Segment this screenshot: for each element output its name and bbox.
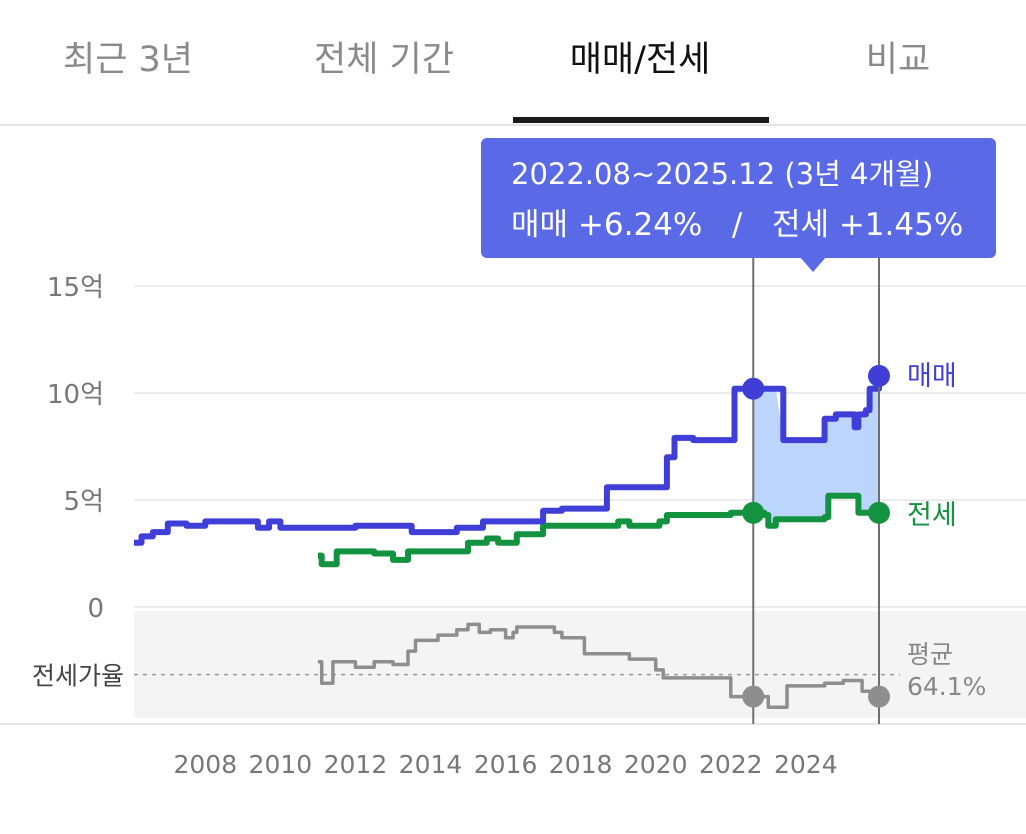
tab-recent-3-years[interactable]: 최근 3년 (63, 40, 193, 80)
x-tick-label: 2020 (624, 750, 688, 779)
active-tab-indicator (513, 117, 769, 123)
x-tick-label: 2022 (699, 750, 763, 779)
y-tick-label: 10억 (47, 380, 104, 410)
period-tab-bar: 최근 3년 전체 기간 매매/전세 비교 (0, 0, 1026, 126)
x-tick-label: 2018 (549, 750, 613, 779)
x-tick-label: 2012 (324, 750, 388, 779)
sale-point (868, 364, 890, 387)
range-tooltip: 2022.08~2025.12 (3년 4개월) 매매 +6.24% / 전세 … (481, 138, 996, 258)
y-tick-label: 0 (87, 594, 104, 624)
jeonse-ratio-point (742, 685, 765, 708)
jeonse-ratio-point (868, 685, 890, 708)
ratio-axis-label: 전세가율 (32, 662, 124, 691)
series-line-jeonse (317, 492, 879, 568)
sale-point (742, 377, 765, 400)
tooltip-jeonse-change: 전세 +1.45% (771, 207, 964, 243)
tooltip-separator: / (731, 207, 743, 243)
tooltip-changes: 매매 +6.24% / 전세 +1.45% (511, 200, 996, 250)
legend-jeonse: 전세 (907, 500, 957, 531)
tab-sale-jeonse[interactable]: 매매/전세 (569, 40, 711, 80)
ratio-band-background (134, 611, 1026, 718)
tooltip-arrow-icon (799, 256, 827, 272)
jeonse-point (742, 501, 765, 524)
tooltip-period: 2022.08~2025.12 (3년 4개월) (511, 157, 934, 191)
series-line-jeonse-ratio (317, 622, 881, 710)
ratio-average-value: 64.1% (907, 672, 986, 701)
x-tick-label: 2010 (249, 750, 313, 779)
x-tick-label: 2016 (474, 750, 538, 779)
series-line-sale (134, 375, 882, 546)
highlight-range-fill (753, 375, 879, 526)
y-tick-label: 5억 (64, 487, 104, 517)
x-tick-label: 2014 (399, 750, 463, 779)
x-tick-label: 2024 (774, 750, 838, 779)
ratio-average-label: 평균 (907, 640, 953, 669)
y-tick-label: 15억 (47, 273, 104, 303)
jeonse-point (868, 501, 890, 524)
tooltip-sale-change: 매매 +6.24% (511, 207, 703, 243)
legend-sale: 매매 (907, 361, 957, 392)
tab-compare[interactable]: 비교 (865, 40, 931, 80)
tab-all-period[interactable]: 전체 기간 (314, 40, 454, 80)
x-tick-label: 2008 (173, 750, 237, 779)
